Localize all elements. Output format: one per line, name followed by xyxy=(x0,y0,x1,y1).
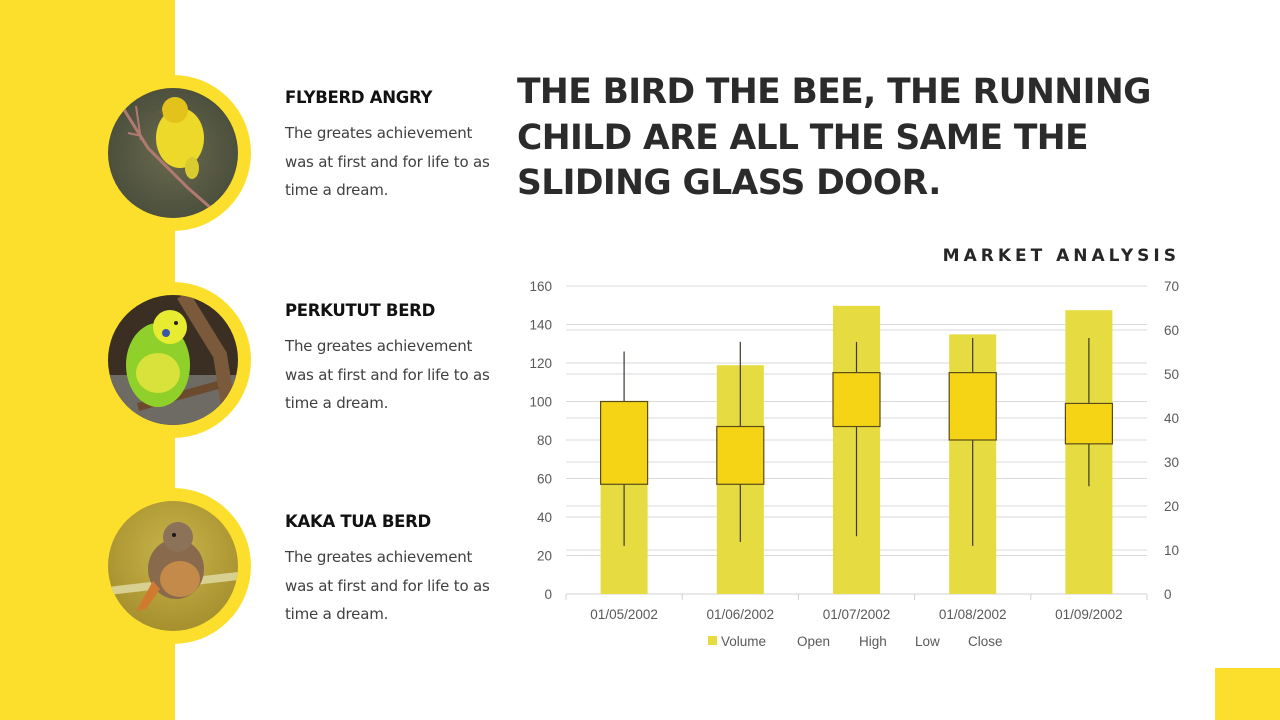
bird-description: The greates achievement was at first and… xyxy=(285,548,490,623)
bird-photo-redstart xyxy=(108,501,238,631)
left-axis-tick: 100 xyxy=(529,395,552,410)
left-axis-tick: 140 xyxy=(529,318,552,333)
bird-card: FLYBERD ANGRY The greates achievement wa… xyxy=(285,88,495,205)
accent-corner-block xyxy=(1215,668,1280,720)
page-headline: THE BIRD THE BEE, THE RUNNING CHILD ARE … xyxy=(517,72,1151,203)
bird-photo-budgerigar xyxy=(108,295,238,425)
left-axis-tick: 40 xyxy=(537,510,552,525)
bird-photo-ring xyxy=(95,488,251,644)
x-axis-label: 01/05/2002 xyxy=(590,607,658,622)
legend-label: Open xyxy=(797,634,830,649)
right-axis-tick: 0 xyxy=(1164,587,1172,602)
legend-label: High xyxy=(859,634,887,649)
open-close-box xyxy=(599,400,649,485)
bird-photo-ring xyxy=(95,282,251,438)
bird-name: PERKUTUT BERD xyxy=(285,301,435,320)
open-close-box xyxy=(832,372,881,428)
x-axis-label: 01/06/2002 xyxy=(707,607,775,622)
right-axis-tick: 20 xyxy=(1164,499,1179,514)
bird-photo-canary xyxy=(108,88,238,218)
bird-name: KAKA TUA BERD xyxy=(285,512,431,531)
right-axis-tick: 30 xyxy=(1164,455,1179,470)
right-axis-tick: 50 xyxy=(1164,367,1179,382)
market-analysis-chart: 0 20 40 60 80 100 120 140 160 0 10 20 30 40 50 60 70 01/0… xyxy=(510,270,1200,670)
legend-label: Close xyxy=(968,634,1003,649)
bird-card: KAKA TUA BERD The greates achievement wa… xyxy=(285,512,495,629)
bird-description: The greates achievement was at first and… xyxy=(285,124,490,199)
open-close-box xyxy=(948,372,997,441)
x-axis-label: 01/08/2002 xyxy=(939,607,1007,622)
left-axis-tick: 160 xyxy=(529,279,552,294)
right-axis-tick: 60 xyxy=(1164,323,1179,338)
bird-name: FLYBERD ANGRY xyxy=(285,88,433,107)
stock-chart-canvas: 0 20 40 60 80 100 120 140 160 0 10 20 30 40 50 60 70 01/0… xyxy=(529,279,1179,649)
left-axis-tick: 120 xyxy=(529,356,552,371)
legend-swatch-volume xyxy=(708,636,717,645)
x-axis-label: 01/09/2002 xyxy=(1055,607,1123,622)
open-close-box xyxy=(716,425,765,485)
left-axis-tick: 80 xyxy=(537,433,552,448)
left-axis-tick: 20 xyxy=(537,549,552,564)
chart-title: MARKET ANALYSIS xyxy=(942,246,1180,266)
left-axis-tick: 0 xyxy=(544,587,552,602)
right-axis-tick: 70 xyxy=(1164,279,1179,294)
left-axis-tick: 60 xyxy=(537,472,552,487)
right-axis-tick: 40 xyxy=(1164,411,1179,426)
legend-label: Low xyxy=(915,634,940,649)
bird-card: PERKUTUT BERD The greates achievement wa… xyxy=(285,301,495,418)
x-axis-label: 01/07/2002 xyxy=(823,607,891,622)
right-axis-tick: 10 xyxy=(1164,543,1179,558)
bird-description: The greates achievement was at first and… xyxy=(285,337,490,412)
bird-photo-ring xyxy=(95,75,251,231)
open-close-box xyxy=(1064,402,1114,445)
legend-label: Volume xyxy=(721,634,766,649)
